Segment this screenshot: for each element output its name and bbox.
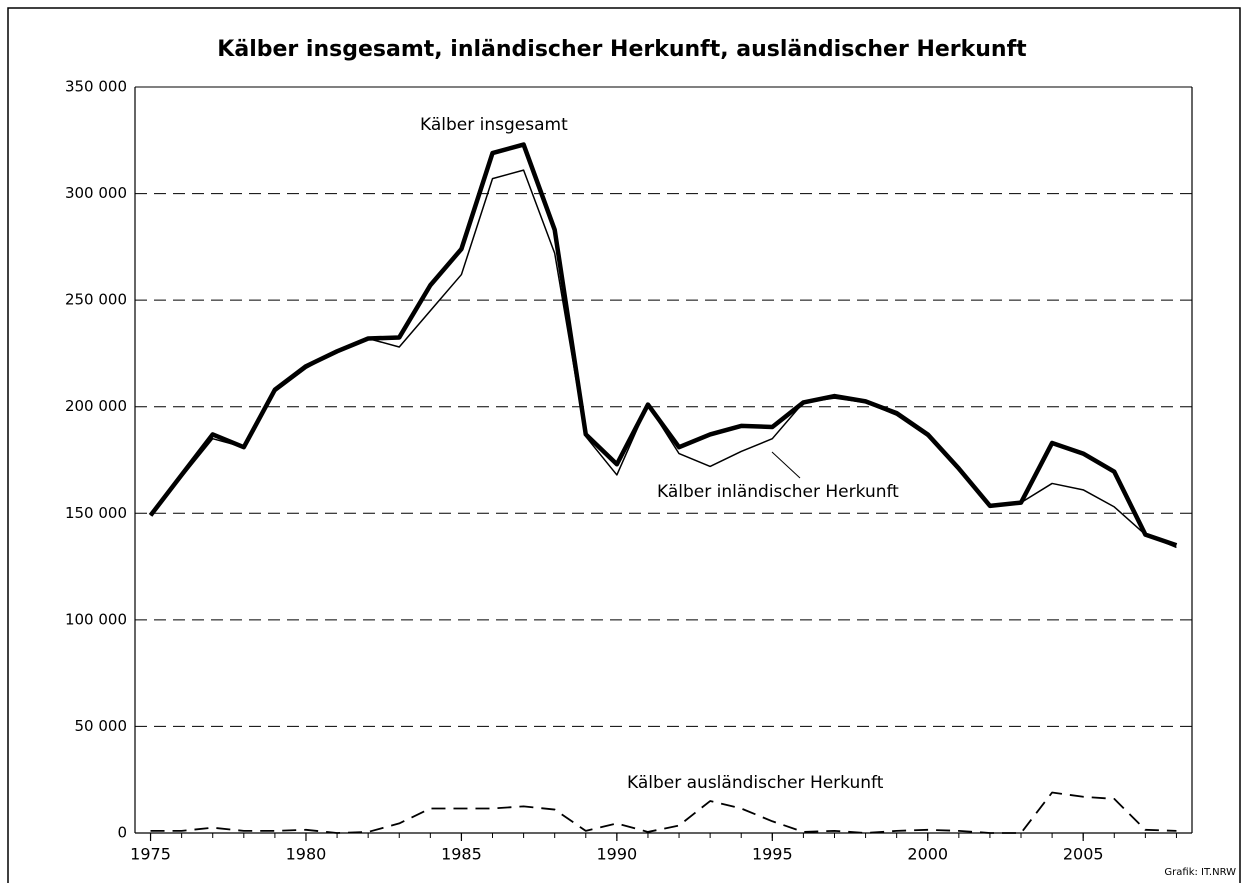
series-line xyxy=(150,791,1177,834)
y-tick-label: 250 000 xyxy=(65,291,127,309)
series-label: Kälber insgesamt xyxy=(420,115,568,135)
leader-line xyxy=(771,451,801,479)
x-tick-label: 1995 xyxy=(752,845,793,864)
y-tick-label: 350 000 xyxy=(65,78,127,96)
y-tick-label: 200 000 xyxy=(65,397,127,415)
chart-title: Kälber insgesamt, inländischer Herkunft,… xyxy=(217,37,1027,62)
y-tick-label: 100 000 xyxy=(65,610,127,628)
y-tick-label: 0 xyxy=(117,824,127,842)
x-tick-label: 1990 xyxy=(597,845,638,864)
y-tick-label: 150 000 xyxy=(65,504,127,522)
x-tick-label: 2005 xyxy=(1063,845,1104,864)
x-tick-label: 1975 xyxy=(130,845,171,864)
series-line xyxy=(149,169,1177,549)
frame xyxy=(7,7,1241,883)
source: Grafik: IT.NRW xyxy=(1164,867,1236,878)
series-label: Kälber ausländischer Herkunft xyxy=(627,773,884,793)
y-tick-label: 50 000 xyxy=(75,717,128,735)
x-tick-label: 1985 xyxy=(441,845,482,864)
x-tick-label: 2000 xyxy=(907,845,948,864)
y-tick-label: 300 000 xyxy=(65,184,127,202)
x-tick-label: 1980 xyxy=(286,845,327,864)
series-label: Kälber inländischer Herkunft xyxy=(657,482,899,502)
